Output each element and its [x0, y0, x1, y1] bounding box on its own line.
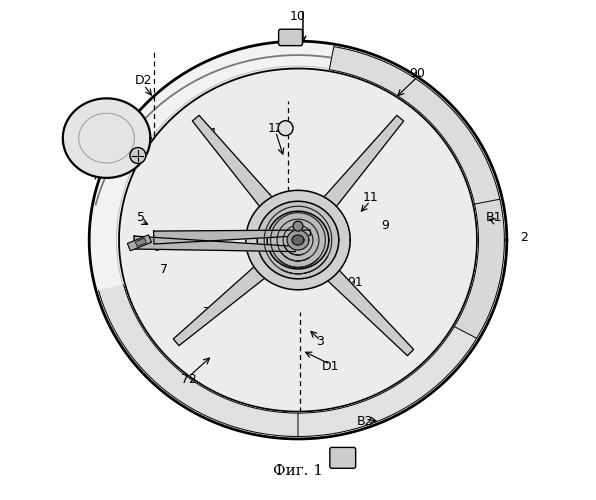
Polygon shape [89, 41, 507, 439]
Text: B2: B2 [357, 415, 373, 428]
Text: 4: 4 [90, 166, 98, 179]
Text: 71: 71 [203, 306, 219, 318]
Polygon shape [330, 46, 500, 204]
FancyBboxPatch shape [330, 448, 356, 468]
Polygon shape [321, 116, 403, 211]
Polygon shape [173, 262, 269, 345]
Text: 90: 90 [409, 67, 426, 80]
Polygon shape [246, 190, 350, 290]
Text: 9: 9 [381, 218, 389, 232]
Circle shape [278, 120, 293, 136]
Polygon shape [267, 211, 329, 269]
Polygon shape [134, 236, 296, 252]
Text: 6: 6 [153, 241, 160, 254]
Polygon shape [292, 235, 304, 245]
Polygon shape [193, 116, 275, 211]
Bar [135, 238, 147, 246]
Bar [128, 235, 151, 251]
Polygon shape [99, 285, 298, 436]
Text: 5: 5 [137, 211, 145, 224]
Text: D1: D1 [322, 360, 339, 374]
Polygon shape [119, 68, 477, 412]
Text: 7: 7 [160, 264, 167, 276]
Text: 3: 3 [316, 336, 324, 348]
Circle shape [293, 221, 303, 231]
Text: D2: D2 [135, 74, 153, 88]
Polygon shape [257, 202, 339, 279]
Polygon shape [63, 98, 150, 178]
Polygon shape [287, 230, 309, 250]
FancyBboxPatch shape [278, 29, 303, 46]
Text: 91: 91 [347, 276, 363, 289]
Text: 12: 12 [268, 122, 284, 134]
Circle shape [130, 148, 146, 164]
Text: 10: 10 [290, 10, 306, 23]
Text: Фиг. 1: Фиг. 1 [273, 464, 323, 478]
Text: 11: 11 [362, 192, 378, 204]
Text: B1: B1 [486, 211, 502, 224]
Text: 8: 8 [73, 112, 80, 124]
Text: 2: 2 [520, 231, 528, 244]
Text: 72: 72 [181, 373, 197, 386]
Polygon shape [154, 230, 311, 244]
Polygon shape [454, 199, 504, 338]
Polygon shape [324, 266, 414, 356]
Text: 1: 1 [210, 126, 218, 140]
Polygon shape [298, 326, 477, 436]
